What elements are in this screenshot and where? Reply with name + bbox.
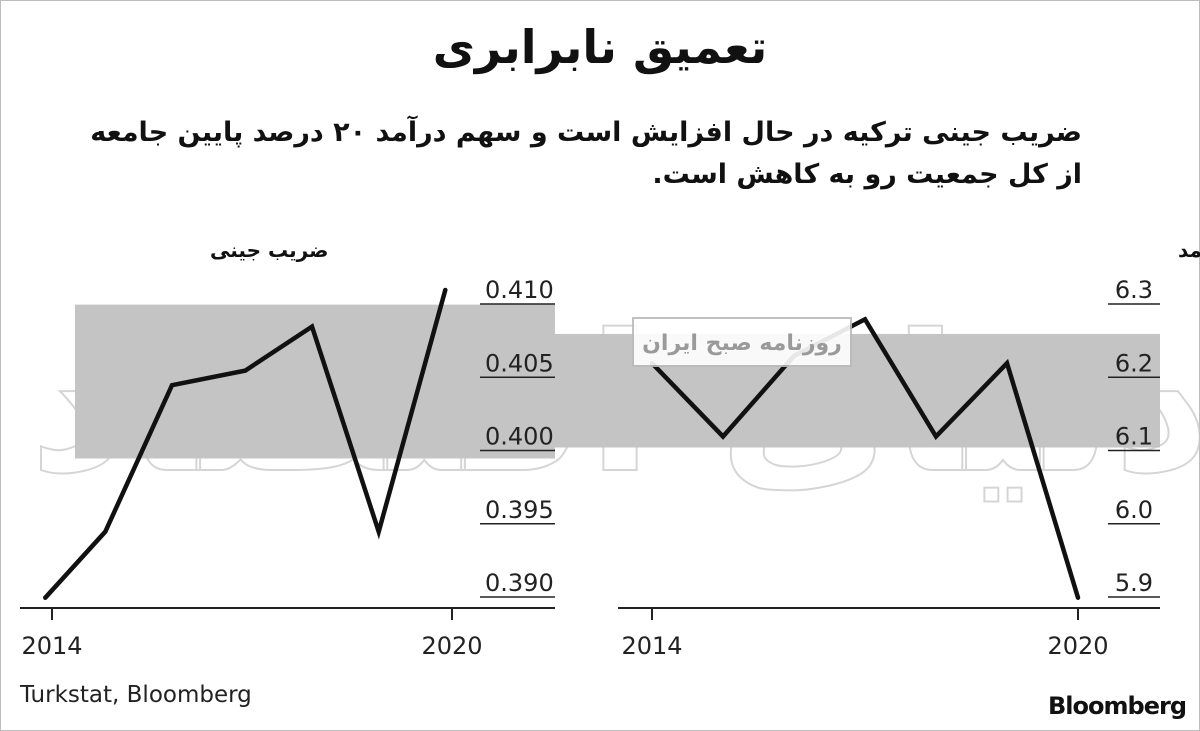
data-point <box>934 434 938 439</box>
data-point <box>1076 595 1080 600</box>
data-point <box>43 595 48 600</box>
gini-chart: 0.410 0.405 0.400 0.395 0.390 2014 2020 ضریب جی… <box>20 238 555 660</box>
y-tick-label: 6.1 <box>1115 423 1153 451</box>
x-tick-label: 2020 <box>421 632 482 660</box>
data-point <box>863 317 867 322</box>
watermark-badge-text: روزنامه صبح ایران <box>642 331 842 356</box>
y-tick-label: 5.9 <box>1115 569 1153 597</box>
chart-title: سهم درآمد متعلق به دو دهک پایین جامعه به… <box>1178 237 1200 263</box>
y-tick-label: 0.395 <box>485 496 554 524</box>
y-tick-label: 0.390 <box>485 569 554 597</box>
x-tick-label: 2014 <box>621 632 682 660</box>
x-tick-label: 2014 <box>21 632 82 660</box>
watermark-badge <box>632 317 852 367</box>
data-point <box>721 434 725 439</box>
watermark-badge-layer: روزنامه صبح ایران <box>632 317 852 367</box>
data-point <box>243 368 248 373</box>
data-point <box>310 324 314 329</box>
y-tick-label: 6.0 <box>1115 496 1153 524</box>
data-point <box>376 529 381 534</box>
data-point <box>170 383 174 388</box>
y-tick-label: 0.405 <box>485 349 554 377</box>
bloomberg-logo: Bloomberg <box>1048 692 1187 720</box>
chart-title: ضریب جینی <box>210 238 328 262</box>
chart-title: تعمیق نابرابری <box>432 20 768 74</box>
y-tick-label: 0.400 <box>485 423 554 451</box>
source-note: Turkstat, Bloomberg <box>20 682 252 708</box>
data-point <box>443 288 448 292</box>
chart-subtitle: ضریب جینی ترکیه در حال افزایش است و سهم … <box>90 117 1082 190</box>
data-point <box>103 529 108 534</box>
y-tick-label: 6.3 <box>1115 276 1153 304</box>
x-tick-label: 2020 <box>1047 632 1108 660</box>
y-tick-label: 0.410 <box>485 276 554 304</box>
y-tick-label: 6.2 <box>1115 349 1153 377</box>
data-point <box>1005 361 1009 366</box>
